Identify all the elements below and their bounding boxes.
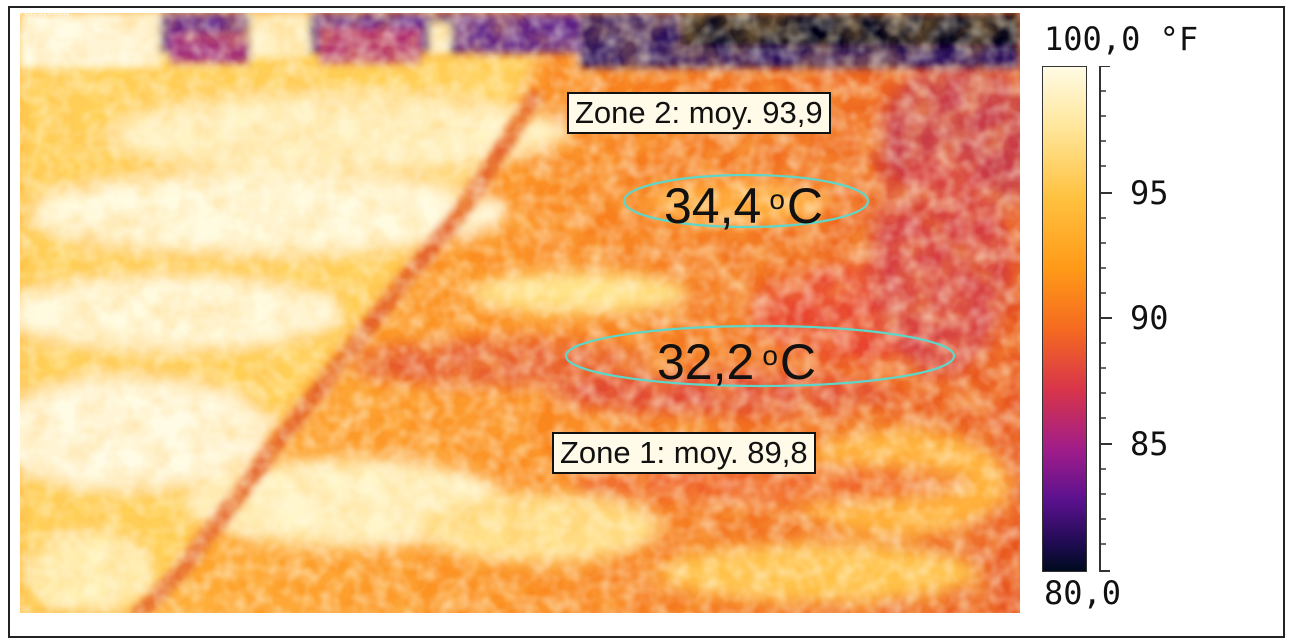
spot-temperature-upper: 34,4 oC bbox=[664, 172, 823, 234]
scale-tick-label-90: 90 bbox=[1130, 299, 1169, 337]
brand-watermark: FLIR Systems bbox=[20, 9, 70, 17]
degree-mark-upper: o bbox=[769, 184, 785, 215]
spot-unit-upper: C bbox=[786, 178, 824, 234]
scale-max-label: 100,0 °F bbox=[1044, 20, 1199, 58]
zone-1-label: Zone 1: moy. 89,8 bbox=[552, 432, 816, 474]
scale-ticks bbox=[1099, 66, 1112, 572]
spot-value-lower: 32,2 bbox=[657, 334, 755, 390]
spot-temperature-lower: 32,2 oC bbox=[657, 328, 816, 390]
spot-ellipse-upper bbox=[622, 173, 870, 229]
zone-2-label: Zone 2: moy. 93,9 bbox=[567, 92, 831, 134]
degree-mark-lower: o bbox=[762, 340, 778, 371]
temperature-color-bar bbox=[1042, 66, 1087, 572]
scale-tick-label-95: 95 bbox=[1130, 174, 1169, 212]
scale-tick-label-85: 85 bbox=[1130, 425, 1169, 463]
spot-ellipse-lower bbox=[564, 324, 956, 388]
thermal-image bbox=[20, 13, 1020, 613]
spot-value-upper: 34,4 bbox=[664, 178, 762, 234]
scale-min-label: 80,0 bbox=[1044, 574, 1122, 612]
spot-unit-lower: C bbox=[779, 334, 817, 390]
